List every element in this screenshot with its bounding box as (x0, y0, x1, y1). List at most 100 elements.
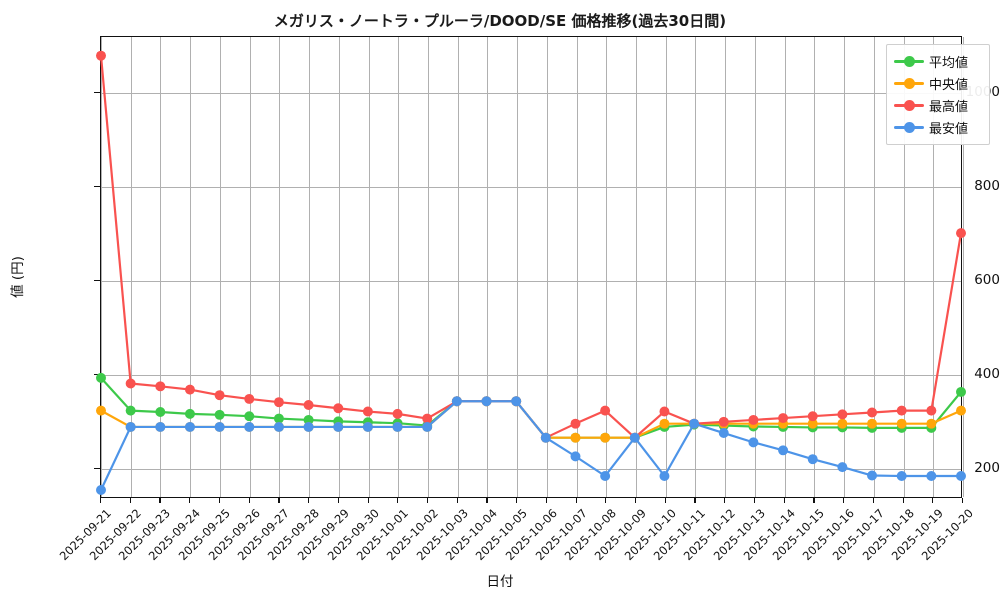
data-point (896, 405, 907, 416)
data-point (451, 396, 462, 407)
x-tick-mark (813, 498, 815, 503)
gridline-vertical (160, 37, 162, 497)
series-2 (96, 50, 966, 443)
x-tick-mark (872, 498, 874, 503)
data-point (837, 409, 848, 420)
x-tick-mark (248, 498, 250, 503)
gridline-vertical (398, 37, 400, 497)
x-tick-mark (308, 498, 310, 503)
gridline-vertical (457, 37, 459, 497)
gridline-vertical (190, 37, 192, 497)
plot-area (96, 36, 966, 498)
data-point (600, 471, 611, 481)
data-point (125, 405, 136, 416)
data-point (511, 396, 522, 407)
data-point (214, 421, 225, 432)
legend-label: 最安値 (929, 121, 969, 137)
data-point (896, 471, 907, 481)
data-point (214, 409, 225, 420)
data-point (244, 411, 255, 422)
data-point (303, 400, 314, 410)
y-tick-label: 600 (974, 271, 1000, 288)
data-point (956, 405, 966, 416)
x-tick-mark (783, 498, 785, 503)
data-point (718, 416, 729, 427)
data-point (956, 471, 966, 481)
legend-item-2[interactable]: 最高値 (894, 94, 982, 116)
legend-item-1[interactable]: 中央値 (894, 72, 982, 94)
chart-title: メガリス・ノートラ・プルーラ/DOOD/SE 価格推移(過去30日間) (273, 12, 727, 30)
x-tick-mark (753, 498, 756, 503)
data-point (96, 50, 106, 61)
gridline-vertical (814, 37, 816, 497)
gridline-vertical (487, 37, 489, 497)
data-point (807, 454, 818, 465)
data-point (837, 418, 848, 429)
legend-item-3[interactable]: 最安値 (894, 116, 982, 138)
data-point (273, 413, 284, 424)
data-point (184, 421, 195, 432)
gridline-vertical (695, 37, 697, 497)
gridline-vertical (368, 37, 370, 497)
data-point (778, 445, 789, 456)
y-tick-mark (94, 92, 100, 94)
data-point (659, 418, 670, 429)
data-point (362, 421, 373, 432)
data-point (748, 437, 759, 448)
legend: 平均値 中央値最高値最安値 (886, 44, 990, 145)
gridline-vertical (725, 37, 727, 497)
x-tick-mark (932, 498, 934, 503)
y-tick-label: 800 (974, 178, 1000, 195)
data-point (96, 485, 106, 495)
data-point (155, 381, 166, 392)
data-point (867, 418, 878, 429)
data-point (926, 471, 937, 481)
y-axis-label: 値 (円) (10, 256, 26, 298)
gridline-vertical (636, 37, 638, 497)
gridline-horizontal (101, 187, 961, 189)
data-point (96, 372, 106, 383)
data-point (867, 470, 878, 481)
data-point (273, 397, 284, 408)
y-tick-mark (94, 467, 100, 469)
data-point (867, 407, 878, 418)
y-tick-label: 400 (974, 365, 1000, 382)
gridline-vertical (130, 37, 132, 497)
legend-item-0[interactable]: 平均値 (894, 50, 982, 72)
data-point (807, 418, 818, 429)
x-tick-mark (456, 498, 458, 503)
gridline-vertical (517, 37, 519, 497)
x-tick-mark (664, 498, 666, 503)
gridline-vertical (338, 37, 340, 497)
data-point (926, 405, 937, 416)
data-point (155, 421, 166, 432)
y-tick-mark (94, 186, 100, 188)
gridline-vertical (665, 37, 667, 497)
x-tick-mark (724, 498, 726, 503)
x-tick-mark (337, 498, 339, 503)
gridline-vertical (873, 37, 875, 497)
x-tick-mark (218, 498, 221, 503)
legend-label: 平均値 (929, 55, 969, 71)
series-3 (96, 396, 966, 495)
gridline-vertical (576, 37, 578, 497)
gridline-vertical (427, 37, 429, 497)
x-tick-mark (159, 498, 161, 503)
data-point (303, 414, 314, 425)
data-point (600, 405, 611, 416)
gridline-vertical (309, 37, 311, 497)
data-point (659, 406, 670, 417)
gridline-vertical (279, 37, 281, 497)
data-point (392, 408, 403, 419)
data-point (333, 403, 344, 414)
legend-label: 最高値 (929, 99, 969, 115)
data-point (125, 378, 136, 389)
data-point (392, 421, 403, 432)
data-point (214, 390, 225, 401)
x-tick-mark (962, 498, 964, 503)
x-tick-mark (635, 498, 637, 503)
data-point (837, 462, 848, 473)
data-point (778, 413, 789, 424)
data-point (184, 384, 195, 395)
